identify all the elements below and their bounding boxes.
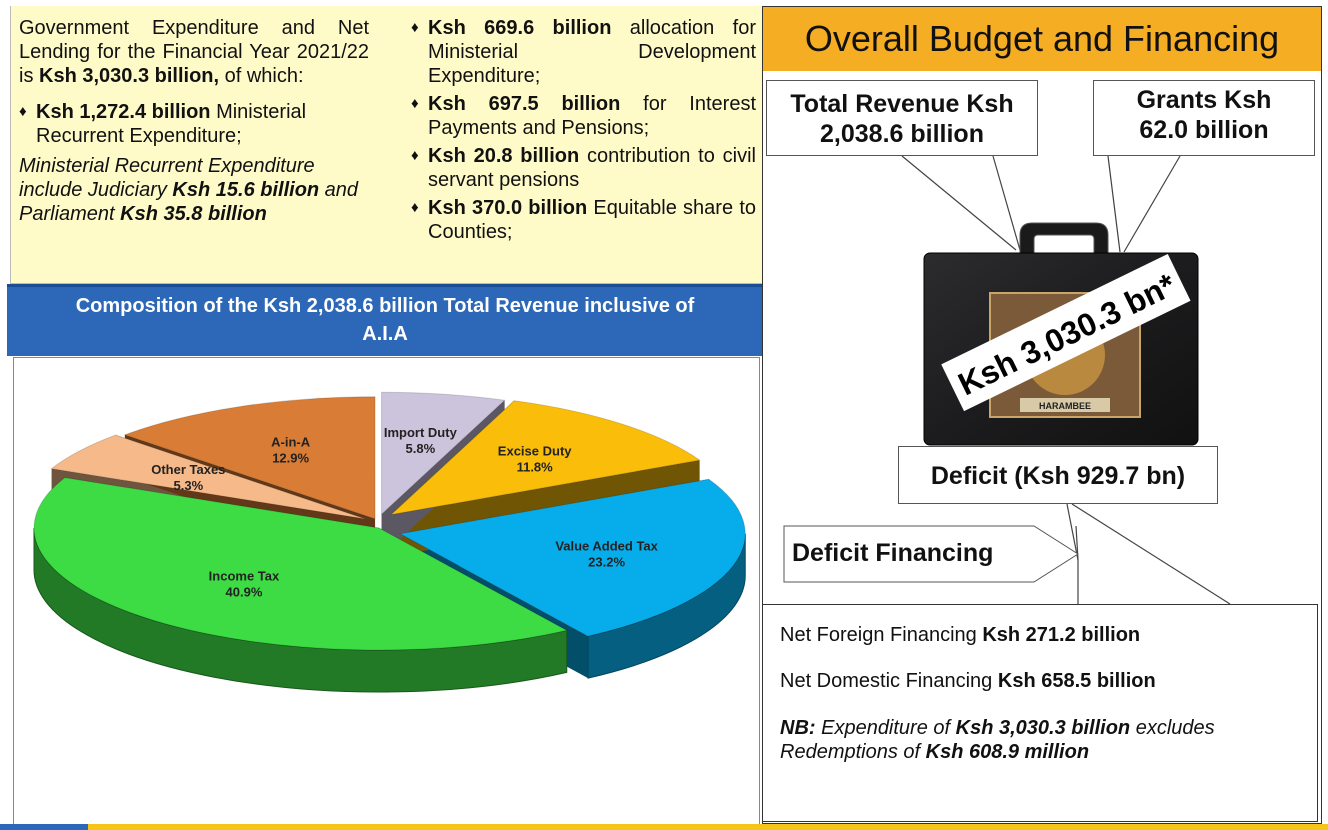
- pie-slice-excise-duty: [389, 400, 701, 516]
- diamond-bullet-icon: ♦: [411, 147, 419, 164]
- banner-line-1: Composition of the Ksh 2,038.6 billion T…: [75, 295, 695, 317]
- counties-share-item: ♦ Ksh 370.0 billion Equitable share to Co…: [411, 197, 756, 243]
- pie-label-excise-duty: Excise Duty: [498, 444, 572, 459]
- pie-slice-other-taxes: [50, 434, 366, 520]
- diamond-bullet-icon: ♦: [411, 199, 419, 216]
- banner-line-2: A.I.A: [362, 323, 408, 345]
- diamond-bullet-icon: ♦: [411, 19, 419, 36]
- footer-blue-strip: [0, 824, 88, 830]
- briefcase-label-card: [941, 253, 1191, 412]
- pie-label-import-duty: Import Duty: [384, 425, 458, 440]
- recurrent-expenditure-item: ♦ Ksh 1,272.4 billion Ministerial Recurre…: [19, 101, 307, 147]
- deficit-box: Deficit (Ksh 929.7 bn): [898, 446, 1218, 504]
- interest-pensions-item: ♦ Ksh 697.5 billion for Interest Payments…: [411, 93, 757, 139]
- pie-value-excise-duty: 11.8%: [517, 460, 554, 475]
- judiciary-parliament-note: Ministerial Recurrent Expenditure includ…: [19, 155, 359, 225]
- expenditure-summary-panel: Government Expenditure and Net Lending f…: [10, 6, 762, 284]
- revenue-composition-banner: Composition of the Ksh 2,038.6 billion T…: [7, 284, 763, 356]
- pie-value-a-in-a: 12.9%: [272, 450, 309, 465]
- financing-details-box: Net Foreign Financing Ksh 271.2 billion …: [762, 604, 1318, 822]
- motto-ribbon: [1020, 398, 1110, 412]
- nb-note: NB: Expenditure of Ksh 3,030.3 billion e…: [780, 717, 1215, 763]
- expenditure-column-right: ♦ Ksh 669.6 billion allocation for Minist…: [411, 16, 756, 244]
- callout-pointers: [783, 155, 1231, 605]
- net-domestic-financing: Net Domestic Financing Ksh 658.5 billion: [780, 670, 1156, 692]
- deficit-financing-shape: [783, 525, 1079, 583]
- pie-slice-value-added-tax: [398, 478, 746, 637]
- budget-briefcase-illustration: HARAMBEE Ksh 3,030.3 bn*: [923, 222, 1199, 446]
- pie-value-import-duty: 5.8%: [406, 441, 436, 456]
- diamond-bullet-icon: ♦: [411, 95, 419, 112]
- grants-pointer-b: [1123, 155, 1181, 253]
- deficit-financing-arrow: [1075, 525, 1079, 604]
- revenue-pie-chart-container: Import Duty 5.8% Excise Duty 11.8% Value Add…: [13, 357, 760, 825]
- total-revenue-callout: Total Revenue Ksh 2,038.6 billion: [766, 80, 1038, 156]
- deficit-pointer-a: [1066, 503, 1079, 561]
- pie-slice-income-tax: [33, 477, 569, 651]
- footer-yellow-strip: [88, 824, 1328, 830]
- overall-budget-title: Overall Budget and Financing: [763, 7, 1321, 71]
- pie-value-income-tax: 40.9%: [226, 584, 263, 599]
- expenditure-intro: Government Expenditure and Net Lending f…: [19, 17, 369, 87]
- civil-servant-pensions-item: ♦ Ksh 20.8 billion contribution to civil …: [411, 145, 756, 191]
- diamond-bullet-icon: ♦: [19, 103, 27, 120]
- pie-label-income-tax: Income Tax: [209, 568, 280, 583]
- expenditure-column-left: Government Expenditure and Net Lending f…: [19, 16, 369, 226]
- pie-slice-a-in-a: [123, 396, 376, 520]
- pie-label-other-taxes: Other Taxes: [151, 462, 225, 477]
- grants-pointer-a: [1107, 155, 1121, 253]
- pie-slice-import-duty: [381, 391, 506, 516]
- total-revenue-pointer-a: [901, 155, 1017, 251]
- pie-tops: [33, 391, 746, 651]
- pie-label-value-added-tax: Value Added Tax: [555, 539, 658, 554]
- motto-text: HARAMBEE: [1039, 401, 1091, 411]
- deficit-financing-label: Deficit Financing: [792, 539, 994, 567]
- pie-value-other-taxes: 5.3%: [174, 478, 204, 493]
- briefcase-handle: [1019, 222, 1109, 256]
- deficit-pointer-b: [1071, 503, 1231, 605]
- pie-value-value-added-tax: 23.2%: [588, 555, 625, 570]
- pie-label-a-in-a: A-in-A: [271, 434, 311, 449]
- grants-callout: Grants Ksh 62.0 billion: [1093, 80, 1315, 156]
- development-expenditure-item: ♦ Ksh 669.6 billion allocation for Minist…: [411, 17, 756, 87]
- total-revenue-pointer-b: [992, 155, 1021, 251]
- net-foreign-financing: Net Foreign Financing Ksh 271.2 billion: [780, 624, 1141, 646]
